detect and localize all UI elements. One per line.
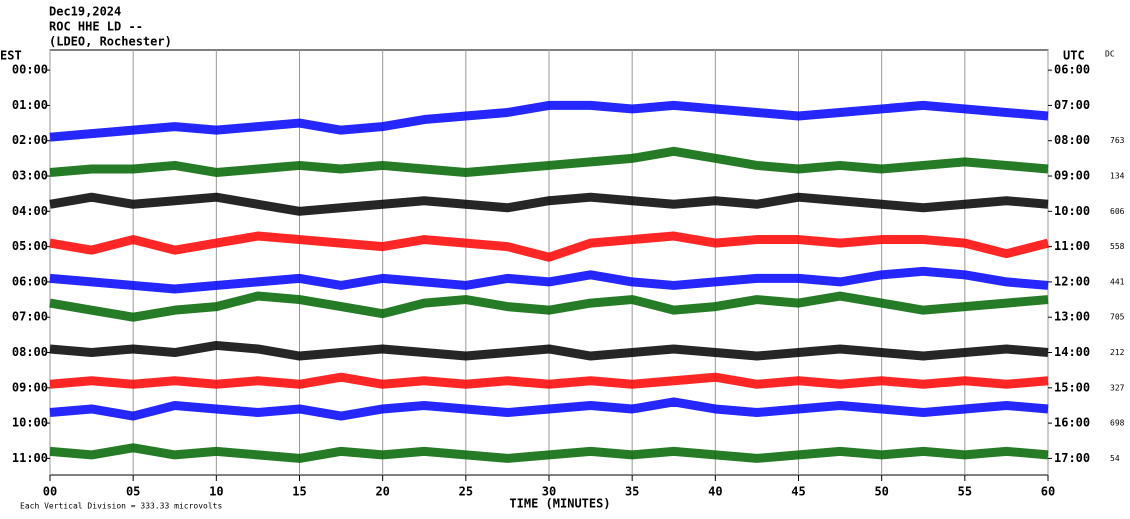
est-label: 06:00 xyxy=(12,274,48,288)
trace xyxy=(49,372,1049,389)
dc-label: 698 xyxy=(1110,419,1125,428)
trace xyxy=(49,266,1049,294)
utc-label: 13:00 xyxy=(1054,310,1090,324)
x-tick-label: 25 xyxy=(459,485,473,499)
x-tick-label: 10 xyxy=(209,485,223,499)
dc-label: 327 xyxy=(1110,383,1125,392)
x-tick-label: 15 xyxy=(292,485,306,499)
dc-label: 441 xyxy=(1110,277,1125,286)
utc-label: 07:00 xyxy=(1054,98,1090,112)
est-label: 03:00 xyxy=(12,169,48,183)
utc-label: 06:00 xyxy=(1054,63,1090,77)
dc-label: 606 xyxy=(1110,207,1125,216)
utc-label: 08:00 xyxy=(1054,133,1090,147)
x-tick-label: 40 xyxy=(708,485,722,499)
x-tick-label: 05 xyxy=(126,485,140,499)
est-label: 00:00 xyxy=(12,63,48,77)
dc-title: DC xyxy=(1105,50,1115,59)
x-tick-label: 45 xyxy=(791,485,805,499)
title-line: Dec19,2024 xyxy=(49,5,121,19)
utc-label: 15:00 xyxy=(1054,380,1090,394)
footer: Each Vertical Division = 333.33 microvol… xyxy=(20,502,222,511)
right-axis-title: UTC xyxy=(1063,49,1085,63)
utc-label: 11:00 xyxy=(1054,239,1090,253)
x-tick-label: 50 xyxy=(874,485,888,499)
left-axis-title: EST xyxy=(0,49,22,63)
trace xyxy=(49,397,1049,421)
est-label: 01:00 xyxy=(12,98,48,112)
est-label: 05:00 xyxy=(12,239,48,253)
x-tick-label: 20 xyxy=(375,485,389,499)
dc-label: 212 xyxy=(1110,348,1125,357)
x-tick-label: 30 xyxy=(542,485,556,499)
x-tick-label: 35 xyxy=(625,485,639,499)
dc-label: 705 xyxy=(1110,313,1125,322)
trace xyxy=(49,291,1049,322)
utc-label: 12:00 xyxy=(1054,274,1090,288)
trace xyxy=(49,443,1049,463)
x-tick-label: 00 xyxy=(43,485,57,499)
trace xyxy=(49,192,1049,216)
est-label: 07:00 xyxy=(12,310,48,324)
est-label: 02:00 xyxy=(12,133,48,147)
est-label: 08:00 xyxy=(12,345,48,359)
utc-label: 09:00 xyxy=(1054,169,1090,183)
dc-label: 558 xyxy=(1110,242,1125,251)
trace xyxy=(49,231,1050,262)
trace xyxy=(49,100,1049,142)
x-tick-label: 60 xyxy=(1041,485,1055,499)
utc-label: 10:00 xyxy=(1054,204,1090,218)
est-label: 11:00 xyxy=(12,451,48,465)
x-tick-label: 55 xyxy=(958,485,972,499)
est-label: 04:00 xyxy=(12,204,48,218)
title-line: (LDEO, Rochester) xyxy=(49,35,172,49)
x-axis-title: TIME (MINUTES) xyxy=(509,497,610,511)
trace xyxy=(49,340,1049,361)
title-line: ROC HHE LD -- xyxy=(49,20,143,34)
dc-label: 54 xyxy=(1110,454,1120,463)
trace xyxy=(49,146,1049,177)
utc-label: 14:00 xyxy=(1054,345,1090,359)
dc-label: 134 xyxy=(1110,172,1125,181)
utc-label: 17:00 xyxy=(1054,451,1090,465)
est-label: 10:00 xyxy=(12,416,48,430)
dc-label: 763 xyxy=(1110,136,1125,145)
utc-label: 16:00 xyxy=(1054,416,1090,430)
est-label: 09:00 xyxy=(12,380,48,394)
